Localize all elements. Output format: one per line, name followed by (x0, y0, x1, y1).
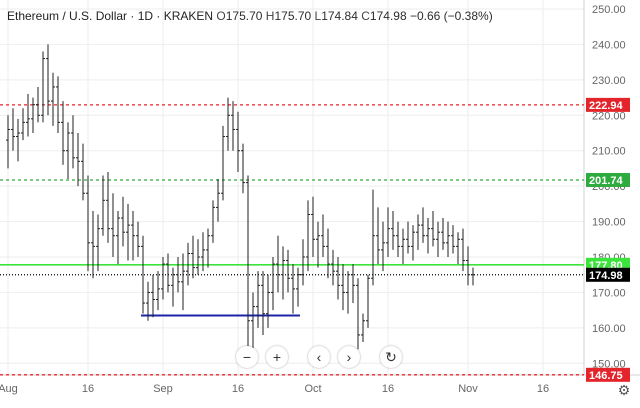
price-label-bg (586, 267, 630, 282)
x-tick-label: 16 (82, 383, 94, 395)
low-key: L (314, 9, 322, 23)
y-tick-label: 150.00 (592, 358, 626, 370)
y-tick-label: 210.00 (592, 146, 626, 158)
reset-chart-button[interactable]: ↻ (380, 346, 402, 368)
y-tick-label: 240.00 (592, 39, 626, 51)
price-label-bg (586, 367, 630, 382)
x-tick-label: Nov (458, 383, 478, 395)
price-label: 174.98 (589, 270, 623, 282)
close-value: 174.98 (369, 9, 407, 23)
scroll-left-button[interactable]: ‹ (308, 346, 330, 368)
symbol-label: Ethereum / U.S. Dollar · 1D · KRAKEN (7, 9, 214, 23)
y-tick-label: 220.00 (592, 110, 626, 122)
chart-header: Ethereum / U.S. Dollar · 1D · KRAKEN O17… (7, 9, 493, 23)
scroll-right-button[interactable]: › (338, 346, 360, 368)
x-tick-label: 16 (382, 383, 394, 395)
x-tick-label: Aug (0, 383, 18, 395)
change-value: −0.66 (−0.38%) (409, 9, 493, 23)
x-tick-label: Sep (153, 383, 173, 395)
x-tick-label: 16 (232, 383, 244, 395)
gear-icon[interactable]: ⚙ (617, 382, 631, 398)
y-tick-label: 170.00 (592, 287, 626, 299)
price-label: 222.94 (589, 100, 624, 112)
open-key: O (216, 9, 226, 23)
zoom-out-button[interactable]: − (236, 346, 258, 368)
price-label-bg (586, 172, 630, 187)
price-label-bg (586, 97, 630, 112)
x-tick-label: Oct (304, 383, 321, 395)
high-key: H (265, 9, 275, 23)
close-key: C (361, 9, 370, 23)
low-value: 174.84 (321, 9, 358, 23)
open-value: 175.70 (225, 9, 263, 23)
price-label: 146.75 (589, 370, 623, 382)
y-tick-label: 250.00 (592, 4, 626, 16)
x-tick-label: 16 (537, 383, 549, 395)
zoom-in-button[interactable]: + (266, 346, 288, 368)
y-tick-label: 230.00 (592, 75, 626, 87)
high-value: 175.70 (274, 9, 312, 23)
price-label: 201.74 (589, 175, 624, 187)
chart-controls: − + ‹ › ↻ (236, 346, 402, 368)
y-tick-label: 190.00 (592, 217, 626, 229)
y-tick-label: 160.00 (592, 323, 626, 335)
